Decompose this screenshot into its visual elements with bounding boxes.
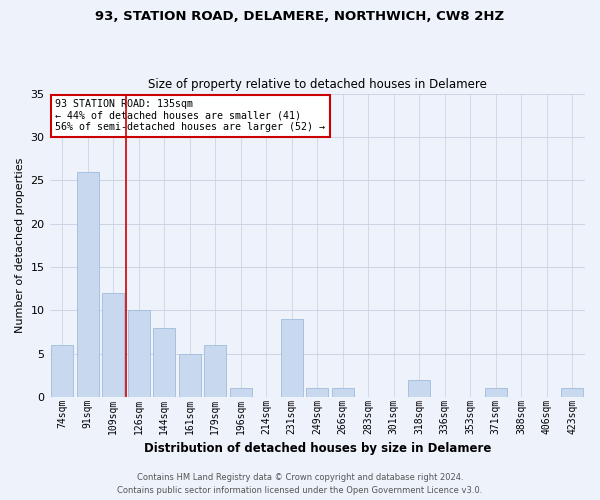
Text: Contains HM Land Registry data © Crown copyright and database right 2024.
Contai: Contains HM Land Registry data © Crown c…: [118, 474, 482, 495]
Bar: [230, 388, 251, 397]
Bar: [485, 388, 506, 397]
Bar: [179, 354, 200, 397]
Bar: [52, 345, 73, 397]
Title: Size of property relative to detached houses in Delamere: Size of property relative to detached ho…: [148, 78, 487, 91]
Bar: [103, 293, 124, 397]
X-axis label: Distribution of detached houses by size in Delamere: Distribution of detached houses by size …: [143, 442, 491, 455]
Bar: [562, 388, 583, 397]
Bar: [77, 172, 98, 397]
Bar: [332, 388, 353, 397]
Bar: [154, 328, 175, 397]
Bar: [205, 345, 226, 397]
Text: 93 STATION ROAD: 135sqm
← 44% of detached houses are smaller (41)
56% of semi-de: 93 STATION ROAD: 135sqm ← 44% of detache…: [55, 99, 325, 132]
Bar: [409, 380, 430, 397]
Text: 93, STATION ROAD, DELAMERE, NORTHWICH, CW8 2HZ: 93, STATION ROAD, DELAMERE, NORTHWICH, C…: [95, 10, 505, 23]
Bar: [307, 388, 328, 397]
Bar: [281, 319, 302, 397]
Y-axis label: Number of detached properties: Number of detached properties: [15, 158, 25, 333]
Bar: [128, 310, 149, 397]
